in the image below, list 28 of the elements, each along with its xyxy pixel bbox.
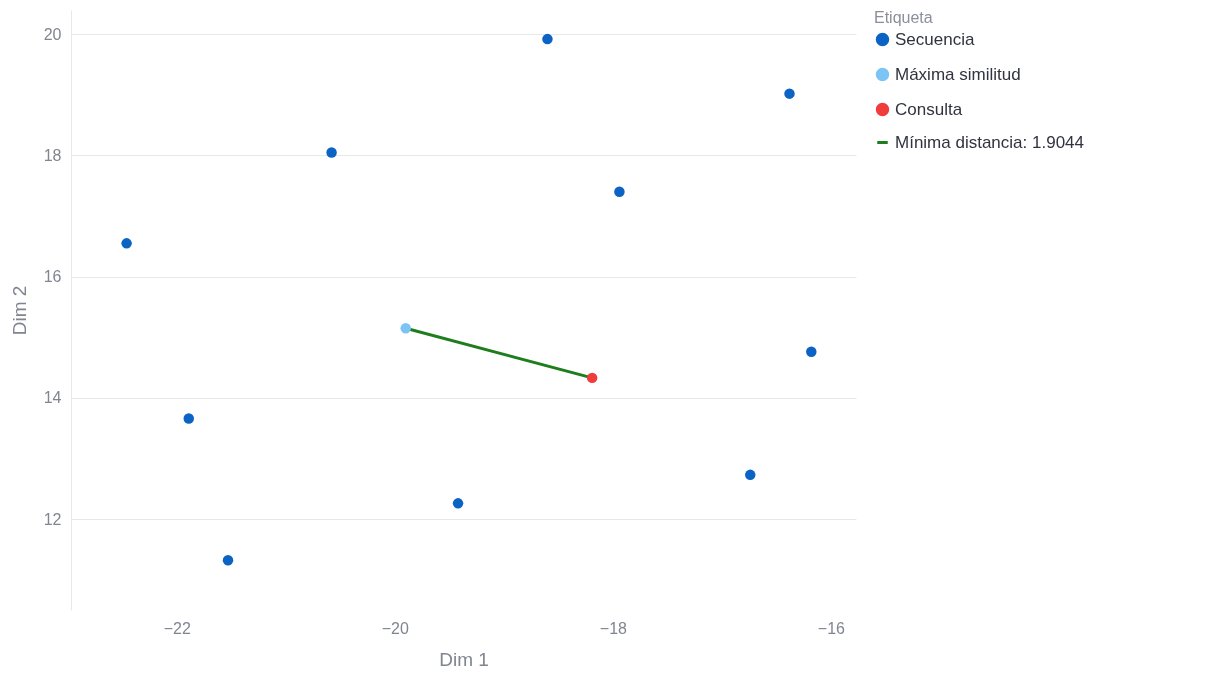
y-tick-label: 18 <box>43 146 62 164</box>
x-tick-label: −16 <box>817 619 846 637</box>
point <box>542 33 553 45</box>
point <box>121 238 132 249</box>
point <box>784 88 795 99</box>
point <box>400 322 411 334</box>
y-tick-label: 12 <box>43 510 62 528</box>
x-axis-title: Dim 1 <box>439 648 489 670</box>
y-tick-label: 20 <box>43 25 62 43</box>
point <box>326 147 337 158</box>
point <box>452 498 464 509</box>
point <box>183 413 194 424</box>
x-tick-label: −18 <box>599 619 628 637</box>
x-tick-label: −20 <box>381 619 409 637</box>
legend-label: Secuencia <box>895 29 975 49</box>
y-axis-title: Dim 2 <box>8 285 30 336</box>
legend-label: Máxima similitud <box>895 64 1021 84</box>
point <box>806 346 817 358</box>
point <box>586 372 598 384</box>
legend-title: Etiqueta <box>874 9 933 26</box>
legend-label: Mínima distancia: 1.9044 <box>895 132 1084 152</box>
y-tick-label: 14 <box>43 389 62 407</box>
y-tick-label: 16 <box>43 268 62 286</box>
point <box>222 555 234 566</box>
point <box>614 186 625 198</box>
point <box>745 469 756 481</box>
x-tick-label: −22 <box>163 619 191 637</box>
legend-label: Consulta <box>895 99 963 119</box>
